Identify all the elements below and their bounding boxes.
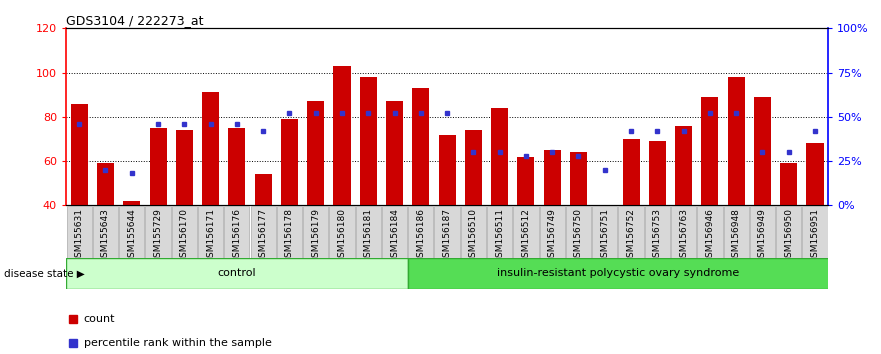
Bar	[570, 152, 587, 205]
Text: GSM156186: GSM156186	[417, 208, 426, 263]
Text: GSM156512: GSM156512	[522, 208, 530, 263]
FancyBboxPatch shape	[487, 206, 512, 258]
FancyBboxPatch shape	[645, 206, 670, 258]
FancyBboxPatch shape	[592, 206, 618, 258]
Bar	[517, 156, 535, 205]
FancyBboxPatch shape	[539, 206, 565, 258]
Bar	[202, 92, 219, 205]
Text: count: count	[84, 314, 115, 325]
FancyBboxPatch shape	[618, 206, 644, 258]
Bar	[439, 135, 455, 205]
Text: GDS3104 / 222273_at: GDS3104 / 222273_at	[66, 14, 204, 27]
FancyBboxPatch shape	[566, 206, 591, 258]
FancyBboxPatch shape	[225, 206, 249, 258]
Text: GSM156171: GSM156171	[206, 208, 215, 263]
Text: GSM156951: GSM156951	[811, 208, 819, 263]
Bar	[701, 97, 718, 205]
Text: GSM156752: GSM156752	[626, 208, 635, 263]
FancyBboxPatch shape	[382, 206, 407, 258]
FancyBboxPatch shape	[329, 206, 355, 258]
Text: GSM156753: GSM156753	[653, 208, 662, 263]
FancyBboxPatch shape	[776, 206, 802, 258]
Text: GSM156949: GSM156949	[758, 208, 767, 263]
FancyBboxPatch shape	[408, 258, 841, 289]
Bar	[150, 128, 167, 205]
Text: GSM156181: GSM156181	[364, 208, 373, 263]
Text: GSM156170: GSM156170	[180, 208, 189, 263]
Text: GSM156177: GSM156177	[259, 208, 268, 263]
Text: GSM156763: GSM156763	[679, 208, 688, 263]
FancyBboxPatch shape	[119, 206, 144, 258]
Text: GSM155644: GSM155644	[127, 208, 137, 263]
Bar	[359, 77, 377, 205]
Text: insulin-resistant polycystic ovary syndrome: insulin-resistant polycystic ovary syndr…	[497, 268, 739, 279]
Text: GSM156750: GSM156750	[574, 208, 583, 263]
Text: GSM155643: GSM155643	[101, 208, 110, 263]
FancyBboxPatch shape	[434, 206, 460, 258]
Bar	[281, 119, 298, 205]
Text: GSM156179: GSM156179	[311, 208, 320, 263]
Text: GSM156946: GSM156946	[706, 208, 714, 263]
Bar	[228, 128, 246, 205]
FancyBboxPatch shape	[697, 206, 722, 258]
Text: GSM156948: GSM156948	[731, 208, 741, 263]
Text: GSM156510: GSM156510	[469, 208, 478, 263]
Text: GSM156749: GSM156749	[548, 208, 557, 263]
Bar	[307, 101, 324, 205]
Bar	[754, 97, 771, 205]
FancyBboxPatch shape	[750, 206, 775, 258]
FancyBboxPatch shape	[250, 206, 276, 258]
FancyBboxPatch shape	[723, 206, 749, 258]
Bar	[70, 104, 88, 205]
Text: GSM156184: GSM156184	[390, 208, 399, 263]
FancyBboxPatch shape	[66, 258, 408, 289]
Bar	[255, 175, 271, 205]
Text: GSM156751: GSM156751	[600, 208, 610, 263]
FancyBboxPatch shape	[93, 206, 118, 258]
Bar	[491, 108, 508, 205]
FancyBboxPatch shape	[461, 206, 486, 258]
Text: disease state ▶: disease state ▶	[4, 268, 85, 278]
FancyBboxPatch shape	[277, 206, 302, 258]
Text: GSM155631: GSM155631	[75, 208, 84, 263]
Bar	[386, 101, 403, 205]
Bar	[465, 130, 482, 205]
Text: GSM156950: GSM156950	[784, 208, 793, 263]
FancyBboxPatch shape	[198, 206, 223, 258]
Text: GSM156511: GSM156511	[495, 208, 504, 263]
FancyBboxPatch shape	[408, 206, 433, 258]
FancyBboxPatch shape	[356, 206, 381, 258]
Bar	[806, 143, 824, 205]
FancyBboxPatch shape	[172, 206, 197, 258]
Bar	[728, 77, 744, 205]
Bar	[544, 150, 561, 205]
Text: GSM156180: GSM156180	[337, 208, 346, 263]
Bar	[781, 163, 797, 205]
Text: GSM156178: GSM156178	[285, 208, 294, 263]
Bar	[123, 201, 140, 205]
Bar	[333, 66, 351, 205]
Text: percentile rank within the sample: percentile rank within the sample	[84, 338, 271, 348]
FancyBboxPatch shape	[803, 206, 827, 258]
FancyBboxPatch shape	[67, 206, 92, 258]
Bar	[412, 88, 429, 205]
Text: GSM155729: GSM155729	[153, 208, 163, 263]
Bar	[623, 139, 640, 205]
FancyBboxPatch shape	[303, 206, 329, 258]
Bar	[648, 141, 666, 205]
FancyBboxPatch shape	[671, 206, 696, 258]
Text: GSM156187: GSM156187	[442, 208, 452, 263]
Bar	[675, 126, 692, 205]
Bar	[97, 163, 114, 205]
FancyBboxPatch shape	[514, 206, 538, 258]
Text: GSM156176: GSM156176	[233, 208, 241, 263]
FancyBboxPatch shape	[145, 206, 171, 258]
Text: control: control	[218, 268, 256, 279]
Bar	[176, 130, 193, 205]
